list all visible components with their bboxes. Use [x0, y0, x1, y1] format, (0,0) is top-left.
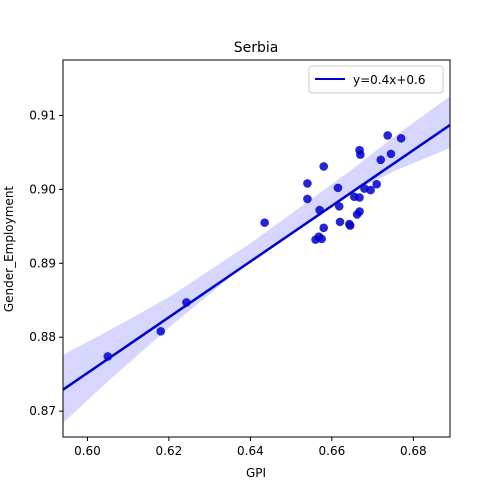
scatter-point — [335, 217, 345, 227]
x-tick-label: 0.66 — [319, 444, 346, 458]
confidence-band — [63, 96, 450, 423]
x-axis-ticks: 0.60 0.62 0.64 0.66 0.68 — [74, 437, 427, 458]
confidence-band-layer — [63, 96, 450, 423]
chart-title: Serbia — [234, 40, 279, 56]
scatter-point — [355, 207, 364, 216]
scatter-point — [317, 234, 326, 244]
scatter-point — [372, 179, 381, 189]
y-tick-label: 0.91 — [29, 108, 56, 122]
y-tick-label: 0.87 — [29, 404, 56, 418]
plot-frame — [62, 59, 451, 438]
legend: y=0.4x+0.6 — [308, 65, 444, 94]
x-tick-label: 0.60 — [74, 444, 101, 458]
x-tick-label: 0.62 — [156, 444, 183, 458]
scatter-point — [103, 352, 113, 361]
y-axis-ticks: 0.87 0.88 0.89 0.90 0.91 — [29, 108, 63, 418]
scatter-point — [355, 193, 364, 202]
regression-line — [62, 124, 451, 391]
plot-area — [62, 96, 451, 423]
x-tick-label: 0.64 — [237, 444, 264, 458]
scatter-point — [383, 131, 392, 140]
scatter-point — [386, 149, 396, 159]
scatter-point — [319, 223, 329, 233]
scatter-point — [396, 134, 406, 143]
scatter-point — [260, 218, 269, 227]
scatter-point — [319, 162, 329, 171]
scatter-point — [303, 179, 312, 188]
scatter-point — [333, 183, 343, 193]
scatter-point — [376, 155, 386, 165]
y-tick-label: 0.89 — [29, 256, 56, 270]
scatter-point — [345, 221, 355, 230]
scatter-point — [356, 150, 365, 159]
y-tick-label: 0.88 — [29, 330, 56, 344]
legend-box — [308, 65, 444, 94]
legend-label: y=0.4x+0.6 — [353, 73, 425, 87]
scatter-point — [366, 185, 375, 195]
x-axis-label: GPI — [246, 466, 266, 480]
scatter-points-layer — [103, 131, 406, 361]
scatter-point — [182, 298, 191, 307]
y-axis-label: Gender_Employment — [2, 186, 16, 313]
scatter-point — [156, 326, 166, 336]
scatter-point — [315, 205, 324, 215]
y-tick-label: 0.90 — [29, 182, 56, 196]
scatter-point — [334, 202, 344, 211]
regression-line-layer — [62, 124, 451, 391]
x-tick-label: 0.68 — [400, 444, 427, 458]
scatter-point — [303, 194, 312, 204]
